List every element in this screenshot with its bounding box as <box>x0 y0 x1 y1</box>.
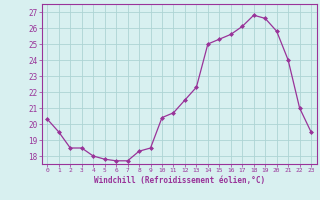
X-axis label: Windchill (Refroidissement éolien,°C): Windchill (Refroidissement éolien,°C) <box>94 176 265 185</box>
